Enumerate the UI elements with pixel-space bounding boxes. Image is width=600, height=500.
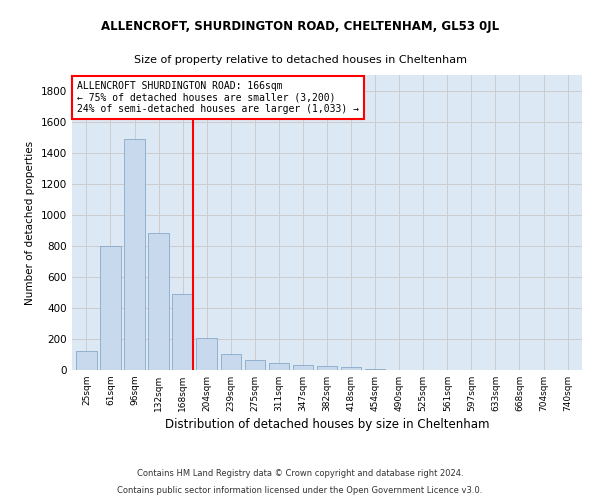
Bar bbox=[293, 365, 313, 370]
Bar bbox=[245, 360, 265, 370]
Bar bbox=[76, 352, 97, 370]
Bar bbox=[148, 234, 169, 370]
Bar bbox=[172, 294, 193, 370]
Y-axis label: Number of detached properties: Number of detached properties bbox=[25, 140, 35, 304]
X-axis label: Distribution of detached houses by size in Cheltenham: Distribution of detached houses by size … bbox=[165, 418, 489, 431]
Bar bbox=[100, 246, 121, 370]
Bar bbox=[341, 367, 361, 370]
Text: Contains HM Land Registry data © Crown copyright and database right 2024.: Contains HM Land Registry data © Crown c… bbox=[137, 468, 463, 477]
Bar bbox=[196, 338, 217, 370]
Text: Size of property relative to detached houses in Cheltenham: Size of property relative to detached ho… bbox=[133, 55, 467, 65]
Bar bbox=[221, 354, 241, 370]
Bar bbox=[269, 363, 289, 370]
Bar bbox=[365, 369, 385, 370]
Bar bbox=[124, 138, 145, 370]
Text: ALLENCROFT SHURDINGTON ROAD: 166sqm
← 75% of detached houses are smaller (3,200): ALLENCROFT SHURDINGTON ROAD: 166sqm ← 75… bbox=[77, 81, 359, 114]
Text: Contains public sector information licensed under the Open Government Licence v3: Contains public sector information licen… bbox=[118, 486, 482, 495]
Text: ALLENCROFT, SHURDINGTON ROAD, CHELTENHAM, GL53 0JL: ALLENCROFT, SHURDINGTON ROAD, CHELTENHAM… bbox=[101, 20, 499, 33]
Bar bbox=[317, 366, 337, 370]
